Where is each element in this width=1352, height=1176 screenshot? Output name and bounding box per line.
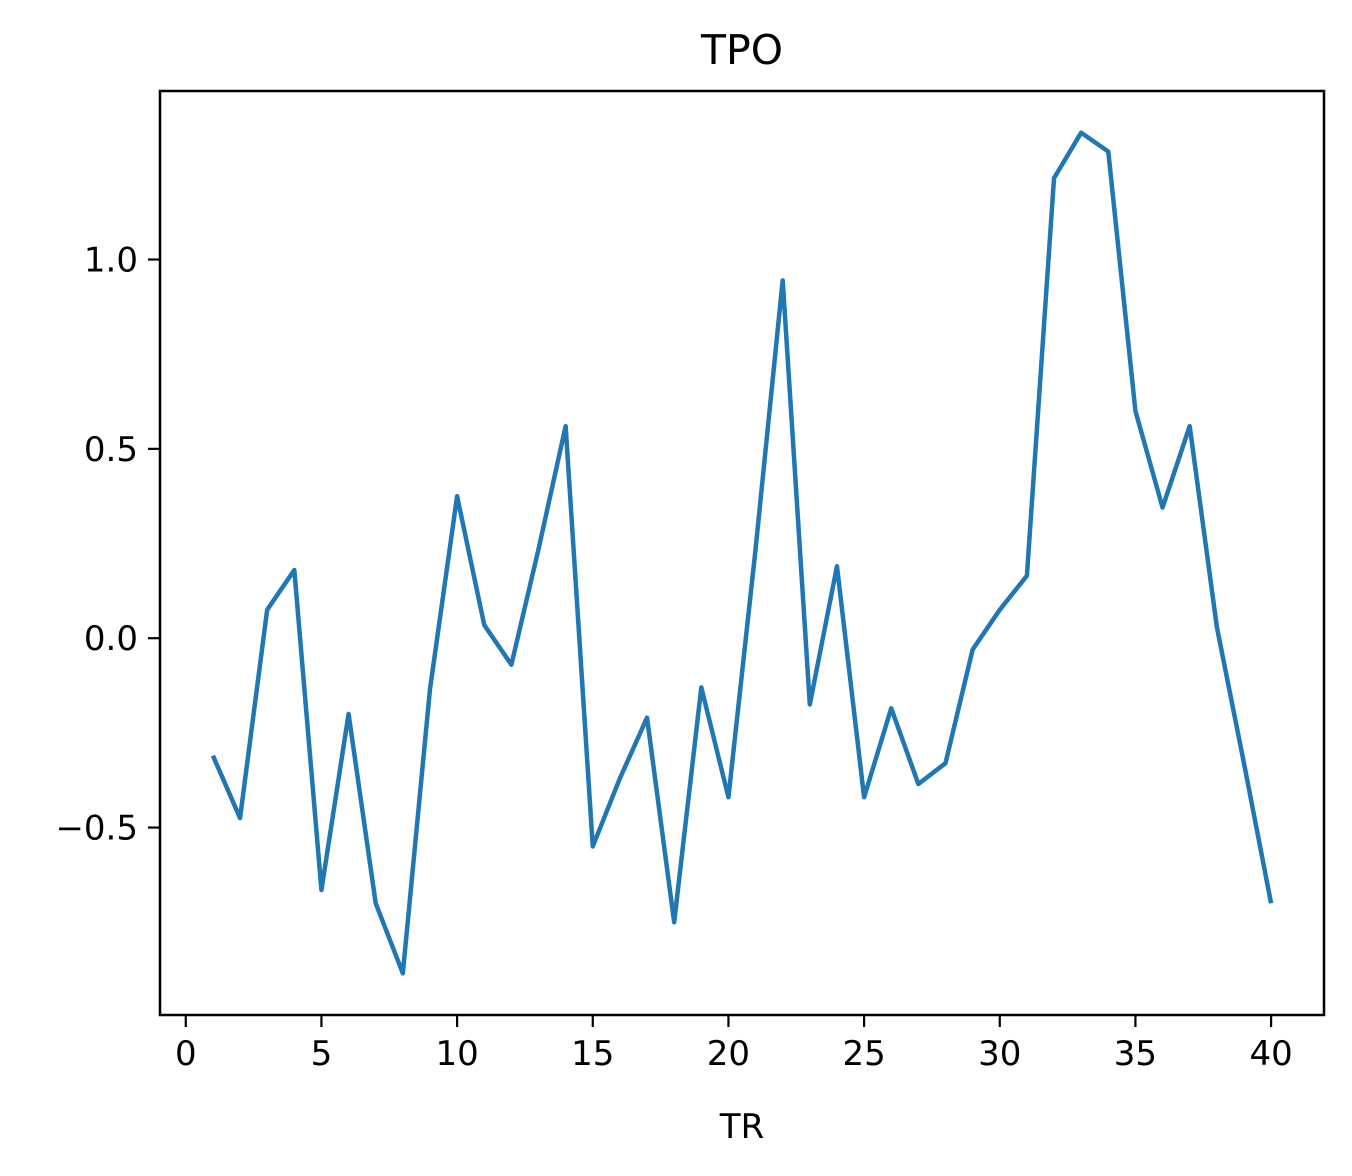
x-tick-label: 0 (175, 1034, 197, 1074)
series-layer (210, 130, 1274, 976)
y-axis-ticks: −0.5 0.0 0.5 1.0 (55, 241, 160, 849)
plot-frame (158, 89, 1326, 1017)
x-tick-label: 40 (1249, 1034, 1292, 1074)
x-axis-ticks: 0 5 10 15 20 25 30 35 40 (175, 1015, 1293, 1074)
chart-title: TPO (700, 26, 783, 74)
y-tick-label: 1.0 (84, 241, 138, 281)
y-tick-label: 0.0 (84, 619, 138, 659)
x-tick-label: 5 (311, 1034, 333, 1074)
series-line (210, 130, 1274, 976)
y-tick-label: −0.5 (55, 809, 138, 849)
x-tick-label: 25 (842, 1034, 885, 1074)
x-axis-label: TR (719, 1107, 764, 1147)
x-tick-label: 15 (571, 1034, 614, 1074)
x-tick-label: 35 (1114, 1034, 1157, 1074)
x-tick-label: 20 (707, 1034, 750, 1074)
x-tick-label: 10 (435, 1034, 478, 1074)
y-tick-label: 0.5 (84, 430, 138, 470)
x-tick-label: 30 (978, 1034, 1021, 1074)
